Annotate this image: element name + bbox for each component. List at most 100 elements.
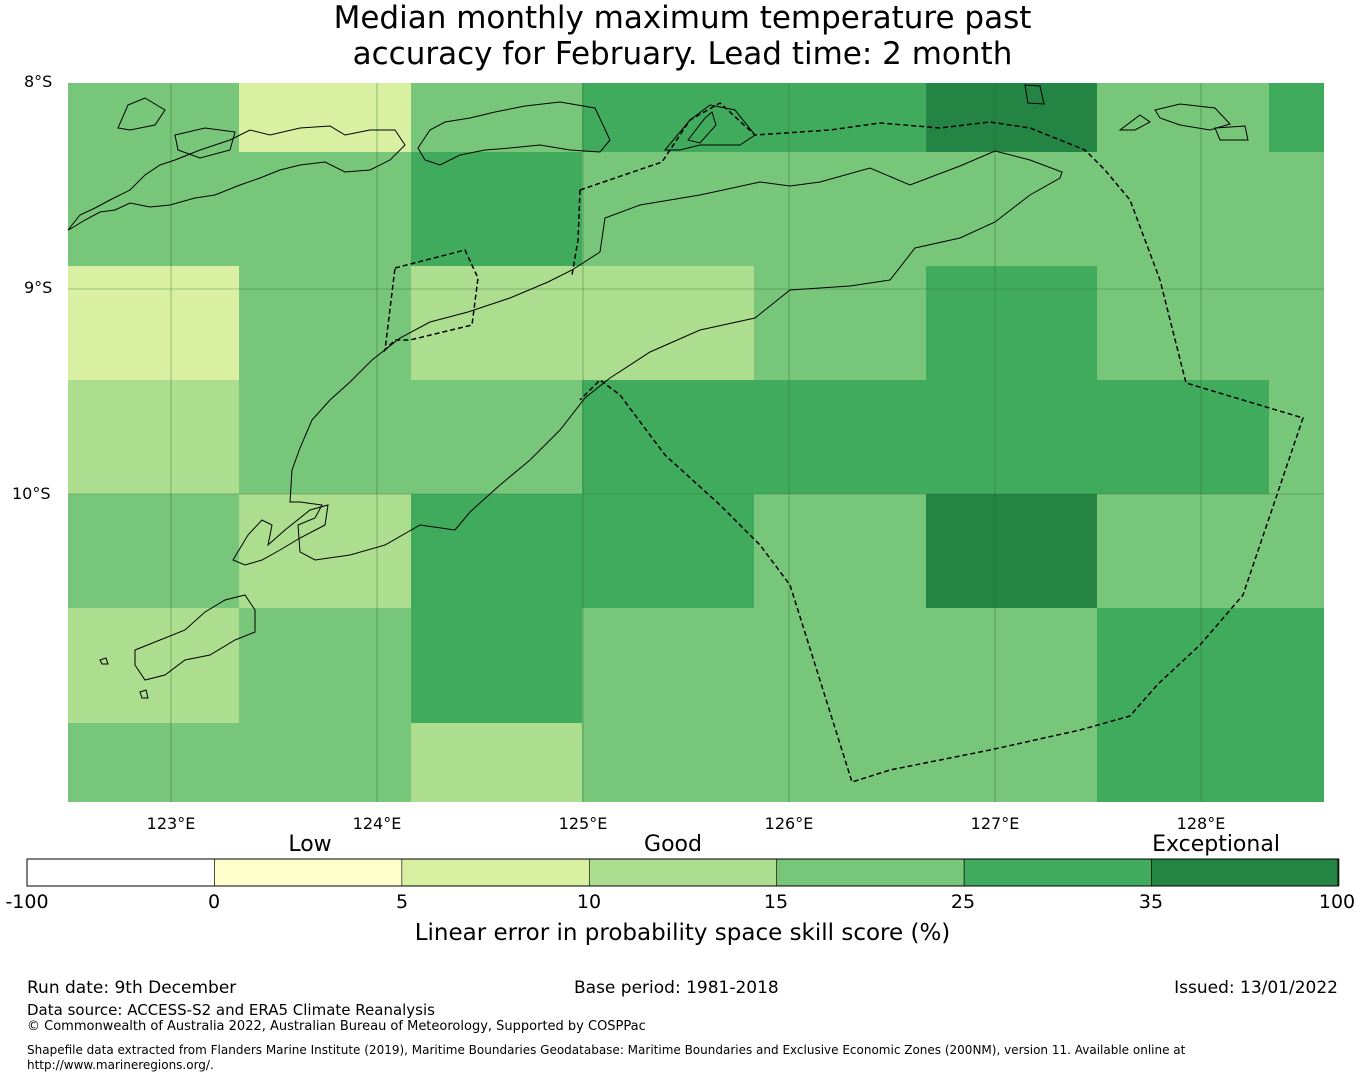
grid-cell: [1269, 266, 1324, 380]
small-island-1: [1024, 84, 1045, 105]
grid-cells: [68, 83, 1324, 802]
small-island-2: [99, 657, 109, 665]
grid-cell: [754, 266, 926, 380]
grid-cell: [1097, 494, 1269, 608]
grid-cell: [582, 152, 754, 266]
timor-leste-eez-boundary: [579, 102, 1304, 783]
grid-cell: [239, 266, 411, 380]
grid-cell: [754, 723, 926, 802]
title-line-1: Median monthly maximum temperature past: [333, 0, 1032, 36]
lon-label-126e: 126°E: [764, 814, 814, 833]
small-island-3: [139, 689, 149, 699]
data-source: Data source: ACCESS-S2 and ERA5 Climate …: [27, 1001, 435, 1019]
legend-category-exceptional: Exceptional: [1152, 832, 1280, 857]
grid-cell: [926, 608, 1097, 723]
lat-label-8s: 8°S: [24, 72, 53, 91]
eez-boundaries: [383, 102, 1304, 783]
grid-cell: [1269, 723, 1324, 802]
grid-cell: [239, 608, 411, 723]
grid-cell: [1269, 608, 1324, 723]
grid-cell: [411, 152, 582, 266]
chart-title: Median monthly maximum temperature past …: [0, 0, 1365, 72]
grid-cell: [582, 723, 754, 802]
grid-cell: [754, 83, 926, 152]
grid-cell: [1097, 266, 1269, 380]
alor-coastline: [417, 101, 611, 166]
grid-cell: [1269, 494, 1324, 608]
grid-cell: [582, 608, 754, 723]
colorbar-segment: [1151, 858, 1340, 887]
grid-cell: [582, 494, 754, 608]
grid-cell: [582, 266, 754, 380]
kisar-coastline: [1118, 114, 1151, 131]
grid-cell: [411, 266, 582, 380]
grid-cell: [68, 380, 239, 494]
grid-cell: [1097, 83, 1269, 152]
grid-cell: [68, 608, 239, 723]
lat-label-9s: 9°S: [24, 278, 53, 297]
grid-cell: [239, 83, 411, 152]
leti-coastline: [1154, 103, 1231, 131]
grid-cell: [926, 380, 1097, 494]
colorbar-tick: -100: [5, 891, 49, 913]
run-date: Run date: 9th December: [27, 978, 237, 998]
grid-cell: [754, 494, 926, 608]
grid-cell: [926, 266, 1097, 380]
colorbar-segment: [214, 858, 403, 887]
grid-cell: [411, 494, 582, 608]
skill-score-map: [67, 83, 1324, 802]
colorbar-tick: 0: [207, 891, 221, 913]
grid-cell: [68, 723, 239, 802]
timor-island-coastline: [289, 150, 1063, 561]
sawu-coastline: [134, 594, 256, 681]
grid-cell: [239, 494, 411, 608]
grid-cell: [1097, 152, 1269, 266]
legend-category-low: Low: [288, 832, 332, 857]
colorbar-segment: [588, 858, 778, 887]
colorbar-segment: [963, 858, 1152, 887]
grid-cell: [1097, 723, 1269, 802]
legend-category-good: Good: [644, 832, 702, 857]
colorbar-tick: 15: [763, 891, 789, 913]
colorbar-title: Linear error in probability space skill …: [414, 920, 951, 946]
colorbar: [26, 858, 1340, 887]
grid-cell: [926, 723, 1097, 802]
grid-cell: [754, 608, 926, 723]
lon-label-127e: 127°E: [970, 814, 1020, 833]
grid-cell: [926, 494, 1097, 608]
grid-cell: [239, 723, 411, 802]
colorbar-tick: 35: [1138, 891, 1164, 913]
grid-cell: [582, 380, 754, 494]
grid-cell: [1097, 380, 1269, 494]
colorbar-tick: 25: [950, 891, 976, 913]
colorbar-segment: [401, 858, 590, 887]
base-period: Base period: 1981-2018: [574, 978, 779, 998]
grid-cell: [411, 723, 582, 802]
eez-connector: [571, 189, 581, 276]
colorbar-tick: 10: [576, 891, 602, 913]
graticule: [68, 83, 1324, 802]
grid-cell: [411, 380, 582, 494]
flores-coastline: [67, 125, 406, 231]
copyright: © Commonwealth of Australia 2022, Austra…: [27, 1019, 646, 1034]
rote-coastline: [232, 504, 329, 566]
grid-cell: [68, 152, 239, 266]
moa-coastline: [1214, 125, 1249, 141]
lon-label-123e: 123°E: [146, 814, 196, 833]
grid-cell: [1269, 83, 1324, 152]
colorbar-segment: [26, 858, 215, 887]
grid-cell: [239, 380, 411, 494]
grid-cell: [926, 83, 1097, 152]
grid-cell: [411, 83, 582, 152]
solor-coastline: [174, 127, 236, 159]
grid-cell: [68, 266, 239, 380]
title-line-2: accuracy for February. Lead time: 2 mont…: [352, 36, 1013, 72]
issued-date: Issued: 13/01/2022: [1174, 978, 1338, 998]
oecusse-eez-boundary: [383, 249, 479, 353]
grid-cell: [1269, 152, 1324, 266]
pantar-coastline: [117, 97, 166, 131]
lat-label-10s: 10°S: [12, 484, 51, 503]
grid-cell: [1097, 608, 1269, 723]
coastlines: [67, 84, 1249, 699]
grid-cell: [411, 608, 582, 723]
